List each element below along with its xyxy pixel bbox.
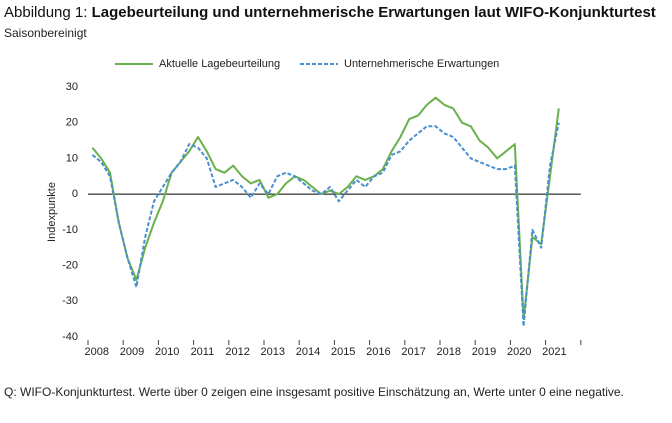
legend-label: Unternehmerische Erwartungen: [344, 58, 499, 70]
figure-label: Abbildung 1:: [4, 4, 88, 21]
x-tick-label: 2017: [401, 346, 425, 358]
y-tick-label: -20: [62, 259, 78, 271]
y-tick-label: -10: [62, 224, 78, 236]
x-tick-label: 2016: [366, 346, 390, 358]
x-tick-label: 2008: [85, 346, 109, 358]
series-line: [91, 122, 560, 328]
x-tick-label: 2011: [191, 346, 215, 358]
x-tick-label: 2009: [120, 346, 144, 358]
legend-label: Aktuelle Lagebeurteilung: [159, 58, 280, 70]
x-tick-label: 2013: [261, 346, 285, 358]
x-tick-label: 2012: [225, 346, 249, 358]
x-tick-label: 2020: [507, 346, 531, 358]
y-tick-label: 10: [66, 152, 78, 164]
y-tick-label: 30: [66, 81, 78, 93]
x-tick-label: 2014: [296, 346, 320, 358]
chart: Indexpunkte -40 -30 -20 -10 0 10 20 30 2008 2009 2…: [46, 58, 582, 358]
y-tick-label: -40: [62, 331, 78, 343]
x-tick-label: 2015: [331, 346, 355, 358]
chart-title: Lagebeurteilung und unternehmerische Erw…: [91, 4, 656, 21]
x-tick-label: 2019: [472, 346, 496, 358]
x-tick-label: 2021: [542, 346, 566, 358]
series-line: [91, 96, 560, 321]
y-tick-label: 0: [72, 188, 78, 200]
title: Abbildung 1: Lagebeurteilung und unterne…: [4, 4, 656, 21]
x-tick-label: 2010: [155, 346, 179, 358]
y-axis-label: Indexpunkte: [46, 182, 58, 242]
y-tick-label: -30: [62, 295, 78, 307]
subtitle: Saisonbereinigt: [4, 26, 87, 40]
x-tick-label: 2018: [437, 346, 461, 358]
note: Q: WIFO-Konjunkturtest. Werte über 0 zei…: [4, 385, 624, 399]
y-tick-label: 20: [66, 117, 78, 129]
